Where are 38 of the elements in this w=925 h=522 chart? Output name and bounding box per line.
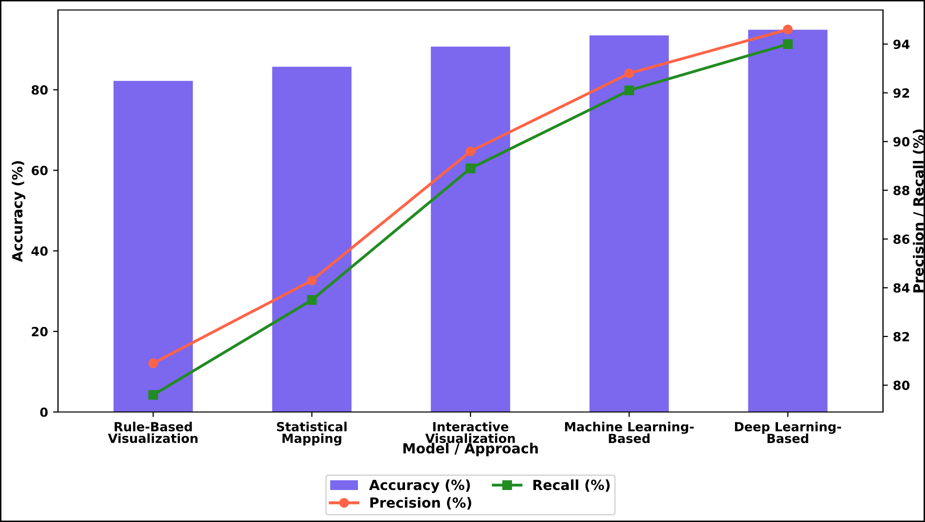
bar (748, 30, 828, 412)
x-tick-label: Rule-Based Visualization (108, 422, 198, 444)
point (782, 39, 793, 49)
point (306, 295, 317, 305)
y-tick-label: 80 (32, 85, 48, 95)
x-tick-label: Interactive Visualization (425, 422, 515, 444)
legend-label: Precision (%) (370, 497, 472, 510)
point (466, 146, 476, 156)
y2-tick-label: 82 (893, 332, 910, 342)
x-axis-title: Model / Approach (403, 442, 538, 456)
y-tick-label: 40 (31, 246, 48, 256)
y2-tick-label: 86 (893, 234, 910, 244)
y-tick-label: 20 (32, 326, 48, 336)
x-tick-label: Statistical Mapping (276, 422, 347, 446)
y2-tick-label: 92 (893, 88, 910, 98)
point (466, 164, 476, 174)
y2-tick-label: 90 (893, 137, 910, 146)
legend-label: Recall (%) (533, 479, 610, 492)
bar (114, 80, 193, 412)
point (624, 86, 634, 96)
x-tick-label: Machine Learning- Based (565, 422, 694, 444)
point (148, 358, 158, 368)
point (782, 24, 793, 34)
y-axis-title: Accuracy (%) (12, 161, 26, 262)
legend-label: Accuracy (%) (369, 479, 470, 493)
bar (272, 66, 352, 412)
point (148, 390, 158, 400)
point (306, 276, 317, 286)
y2-tick-label: 88 (893, 186, 910, 196)
y2-tick-label: 84 (893, 283, 910, 293)
x-tick-label: Deep Learning- Based (735, 422, 842, 444)
y-tick-label: 0 (40, 407, 48, 417)
y2-tick-label: 80 (893, 380, 910, 390)
y2-tick-label: 94 (893, 40, 910, 50)
y-tick-label: 60 (32, 166, 48, 176)
bar (589, 35, 669, 412)
bar (430, 46, 510, 412)
point (624, 68, 634, 78)
